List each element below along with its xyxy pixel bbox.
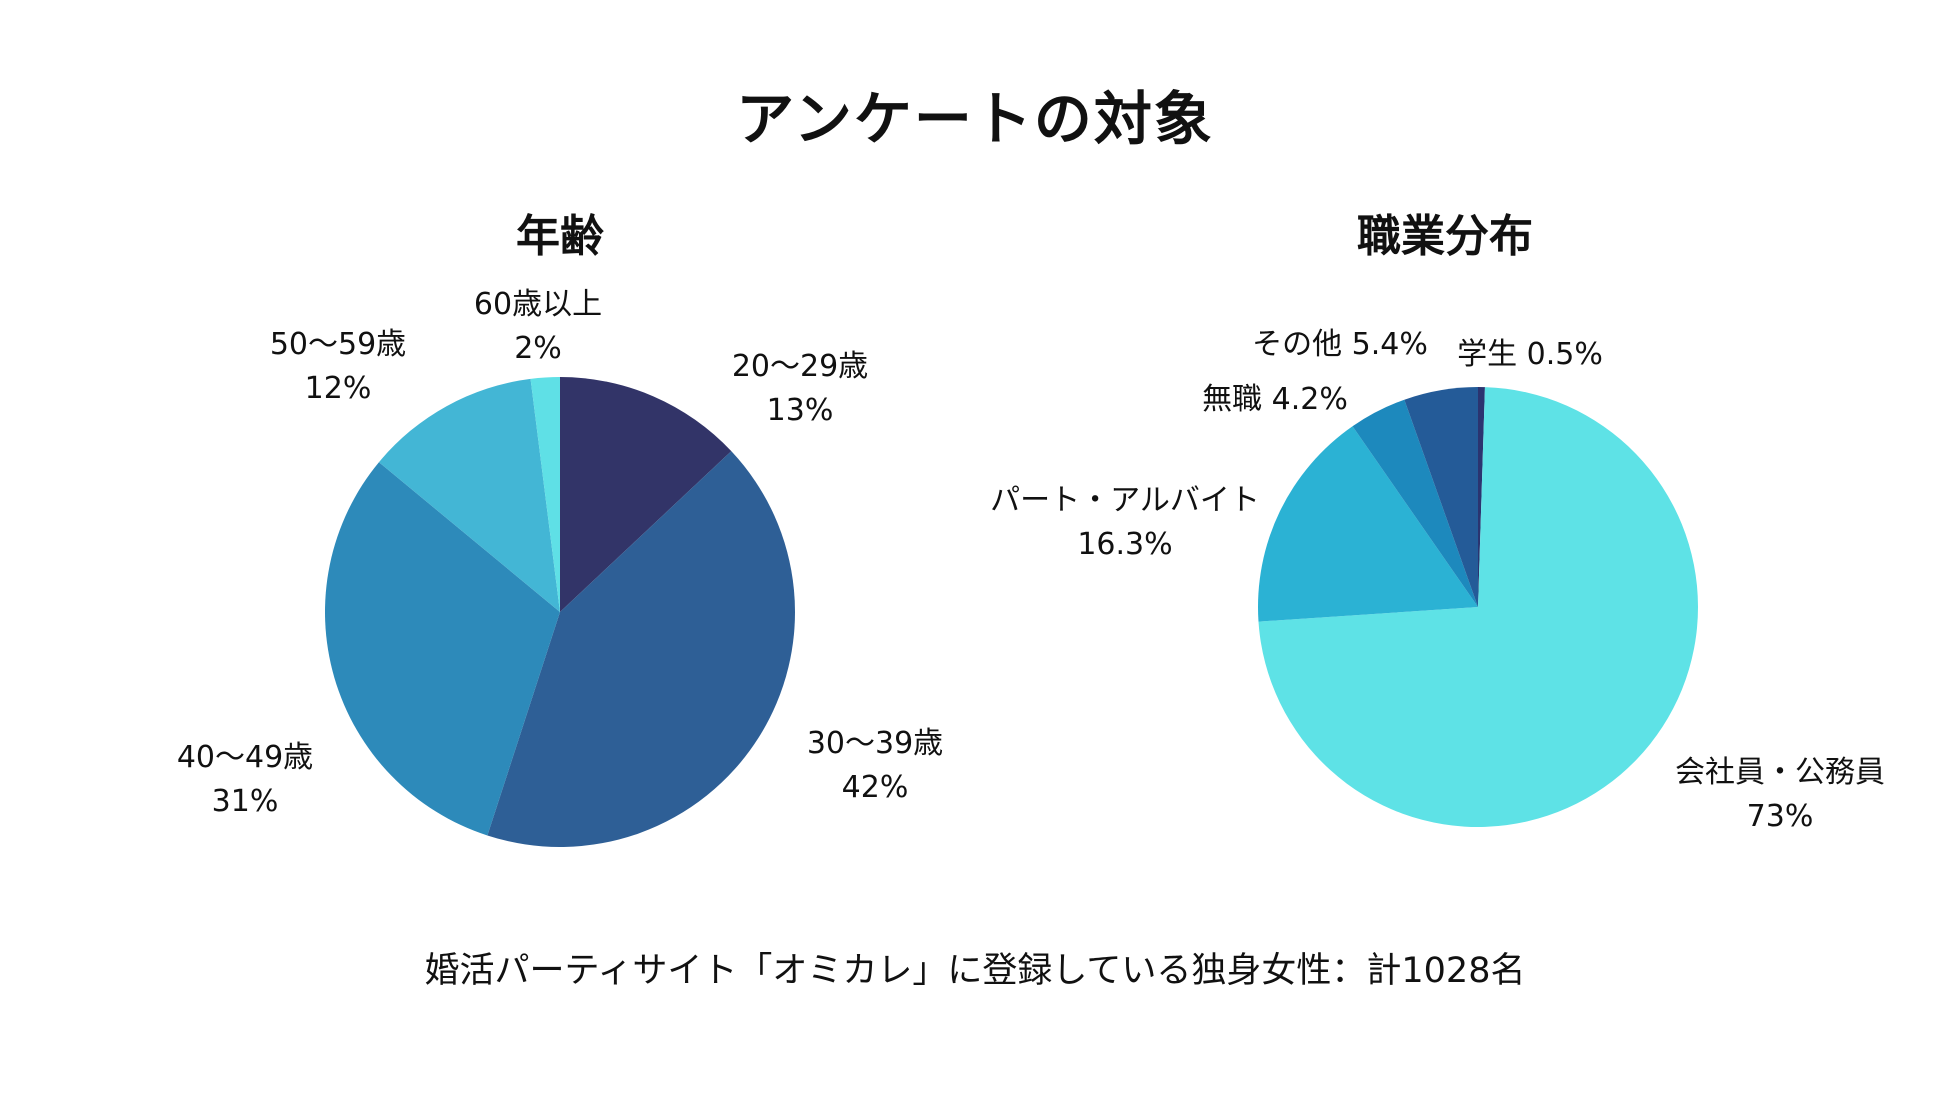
occupation-pie-slice-0 bbox=[1478, 387, 1485, 607]
age-slice-value: 2% bbox=[514, 331, 562, 366]
age-pie-slice-1 bbox=[487, 451, 795, 847]
job-slice-label-unemployed: 無職 4.2% bbox=[1202, 378, 1348, 422]
age-pie-slice-4 bbox=[530, 377, 560, 612]
occupation-pie-slice-1 bbox=[1258, 387, 1698, 827]
age-slice-name: 60歳以上 bbox=[473, 287, 603, 322]
age-slice-value: 13% bbox=[766, 393, 834, 428]
occupation-pie-slice-4 bbox=[1404, 387, 1478, 607]
job-slice-value: 0.5% bbox=[1526, 337, 1603, 372]
job-slice-name: 学生 bbox=[1457, 337, 1518, 372]
age-slice-label-20s: 20〜29歳 13% bbox=[732, 345, 868, 433]
age-slice-value: 12% bbox=[304, 371, 372, 406]
age-slice-label-50s: 50〜59歳 12% bbox=[270, 323, 406, 411]
job-slice-name: その他 bbox=[1252, 327, 1343, 362]
age-slice-name: 20〜29歳 bbox=[731, 349, 869, 384]
age-slice-name: 50〜59歳 bbox=[269, 327, 407, 362]
age-slice-label-60plus: 60歳以上 2% bbox=[474, 283, 602, 371]
age-slice-value: 42% bbox=[841, 770, 909, 805]
age-pie-slice-0 bbox=[560, 376, 732, 612]
occupation-pie-slice-2 bbox=[1257, 426, 1478, 622]
job-slice-label-part-time: パート・アルバイト 16.3% bbox=[990, 479, 1260, 567]
page-title: アンケートの対象 bbox=[736, 85, 1214, 153]
job-slice-label-office-worker: 会社員・公務員 73% bbox=[1675, 751, 1885, 839]
job-slice-value: 4.2% bbox=[1271, 382, 1348, 417]
age-pie-slice-2 bbox=[325, 462, 560, 836]
age-slice-label-30s: 30〜39歳 42% bbox=[807, 722, 943, 810]
job-slice-value: 16.3% bbox=[1077, 527, 1173, 562]
age-slice-value: 31% bbox=[211, 784, 279, 819]
footnote: 婚活パーティサイト「オミカレ」に登録している独身女性：計1028名 bbox=[424, 951, 1526, 991]
occupation-pie-slice-3 bbox=[1352, 399, 1478, 607]
job-slice-value: 73% bbox=[1746, 799, 1814, 834]
age-pie-slice-3 bbox=[378, 378, 560, 612]
job-slice-name: 無職 bbox=[1202, 382, 1263, 417]
job-slice-label-student: 学生 0.5% bbox=[1457, 333, 1603, 377]
job-slice-value: 5.4% bbox=[1351, 327, 1428, 362]
age-slice-name: 30〜39歳 bbox=[806, 726, 944, 761]
job-slice-label-other: その他 5.4% bbox=[1252, 323, 1428, 367]
job-slice-name: パート・アルバイト bbox=[990, 483, 1260, 518]
job-slice-name: 会社員・公務員 bbox=[1675, 755, 1885, 790]
occupation-chart-title: 職業分布 bbox=[1357, 211, 1533, 262]
age-slice-label-40s: 40〜49歳 31% bbox=[177, 736, 313, 824]
age-slice-name: 40〜49歳 bbox=[176, 740, 314, 775]
age-chart-title: 年齢 bbox=[516, 211, 604, 262]
